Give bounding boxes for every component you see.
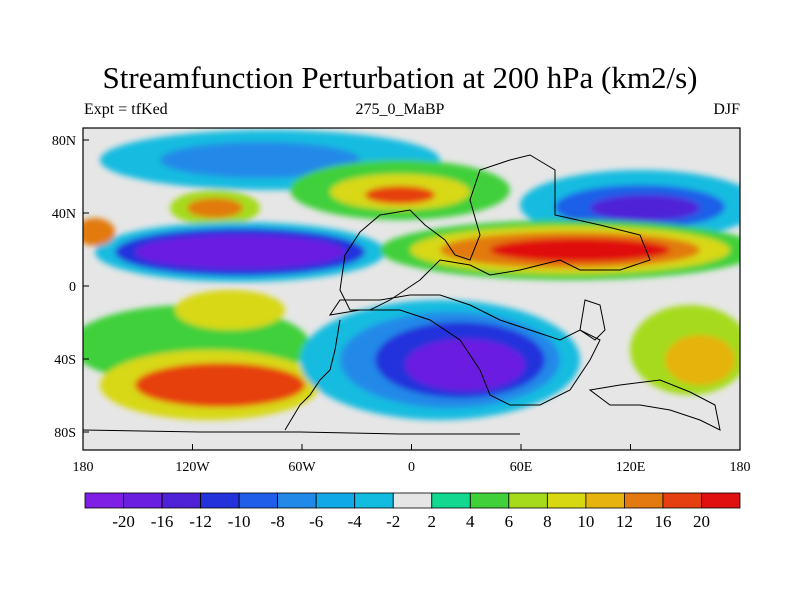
colorbar-label: 6	[505, 512, 514, 531]
colorbar-label: -20	[112, 512, 135, 531]
map-title: Streamfunction Perturbation at 200 hPa (…	[102, 60, 698, 95]
lon-label-180w: 180	[73, 460, 94, 475]
colorbar-label: -16	[151, 512, 174, 531]
lon-label-60e: 60E	[510, 460, 533, 475]
colorbar-swatch	[277, 492, 317, 509]
colorbar-swatch	[200, 492, 240, 509]
lon-label-120w: 120W	[175, 460, 210, 475]
colorbar-swatch	[354, 492, 394, 509]
lon-label-0: 0	[408, 460, 415, 475]
season-label: DJF	[713, 101, 740, 118]
colorbar-label: 20	[693, 512, 710, 531]
lat-label-80s: 80S	[54, 426, 76, 441]
colorbar-swatch	[84, 492, 124, 509]
colorbar-swatch	[624, 492, 664, 509]
lon-label-60w: 60W	[288, 460, 316, 475]
colorbar-label: 8	[543, 512, 552, 531]
colorbar-label: -2	[386, 512, 400, 531]
colorbar-swatch	[315, 492, 356, 509]
colorbar-swatch	[238, 492, 279, 509]
lon-label-120e: 120E	[616, 460, 646, 475]
latitude-axis: 80N 40N 0 40S 80S	[52, 134, 89, 441]
colorbar-swatch	[546, 492, 587, 509]
colorbar-label: -6	[309, 512, 323, 531]
coastline-outlines	[83, 154, 721, 435]
lon-label-180e: 180	[730, 460, 751, 475]
colorbar-swatch	[392, 492, 433, 509]
colorbar-label: 10	[577, 512, 594, 531]
lat-label-0: 0	[69, 280, 76, 295]
colorbar-label: 4	[466, 512, 475, 531]
colorbar-label: 2	[428, 512, 437, 531]
colorbar: -20 -16 -12 -10 -8 -6 -4 -2 2 4 6 8 10 12 16 20	[84, 492, 741, 531]
colorbar-label: -10	[228, 512, 251, 531]
lat-label-40n: 40N	[52, 207, 76, 222]
colorbar-swatch	[701, 492, 741, 509]
colorbar-swatch	[123, 492, 163, 509]
lat-label-80n: 80N	[52, 134, 76, 149]
time-period-label: 275_0_MaBP	[355, 101, 445, 118]
experiment-label: Expt = tfKed	[84, 101, 168, 118]
longitude-axis: 180 120W 60W 0 60E 120E 180	[73, 444, 751, 475]
colorbar-swatch	[585, 492, 625, 509]
colorbar-swatch	[662, 492, 702, 509]
colorbar-label: 16	[654, 512, 671, 531]
colorbar-swatch	[431, 492, 471, 509]
contour-field	[83, 128, 740, 450]
colorbar-label: -12	[189, 512, 212, 531]
colorbar-swatch	[508, 492, 548, 509]
colorbar-label: 12	[616, 512, 633, 531]
colorbar-swatch	[161, 492, 201, 509]
colorbar-swatch	[469, 492, 510, 509]
lat-label-40s: 40S	[54, 353, 76, 368]
colorbar-label: -8	[271, 512, 285, 531]
colorbar-label: -4	[348, 512, 363, 531]
